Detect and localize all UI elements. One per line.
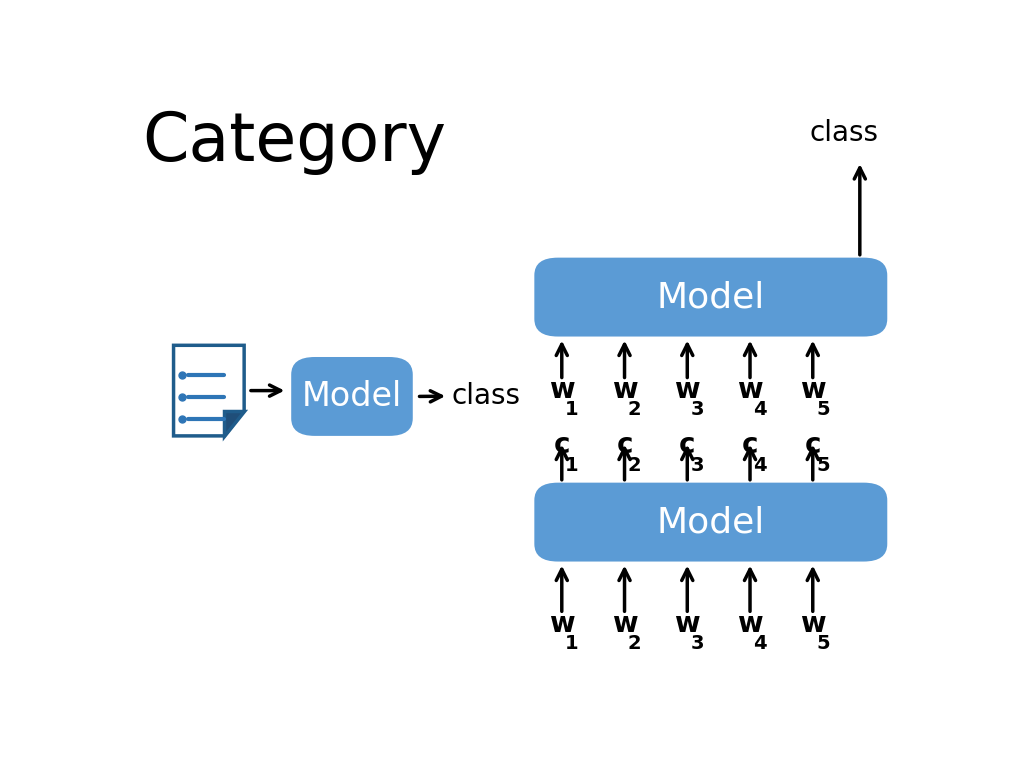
Text: w: w [611,376,637,404]
Text: 1: 1 [564,456,578,475]
Text: class: class [452,382,521,410]
FancyBboxPatch shape [534,483,887,562]
Text: Model: Model [301,380,401,413]
Text: 1: 1 [564,401,578,420]
Text: 5: 5 [815,635,829,653]
Text: 4: 4 [752,456,766,475]
Text: 3: 3 [691,635,704,653]
Text: c: c [804,431,820,459]
Text: w: w [799,609,825,638]
Text: w: w [673,609,700,638]
Text: Category: Category [142,109,446,175]
Text: class: class [809,118,878,146]
Text: 3: 3 [691,456,704,475]
Text: 4: 4 [752,401,766,420]
FancyBboxPatch shape [534,257,887,336]
Text: Model: Model [656,505,764,539]
Text: w: w [736,376,762,404]
Text: Model: Model [656,280,764,314]
FancyBboxPatch shape [291,357,412,436]
Text: 2: 2 [627,456,641,475]
Text: 5: 5 [815,401,829,420]
Text: 2: 2 [627,635,641,653]
Text: w: w [736,609,762,638]
Text: c: c [741,431,757,459]
Text: 1: 1 [564,635,578,653]
Text: c: c [678,431,695,459]
Text: w: w [548,609,574,638]
Text: c: c [553,431,569,459]
Text: w: w [611,609,637,638]
Text: w: w [799,376,825,404]
Text: c: c [616,431,632,459]
Text: w: w [548,376,574,404]
Polygon shape [174,345,244,436]
Text: w: w [673,376,700,404]
Polygon shape [224,411,244,436]
Text: 2: 2 [627,401,641,420]
Text: 5: 5 [815,456,829,475]
Text: 3: 3 [691,401,704,420]
Text: 4: 4 [752,635,766,653]
